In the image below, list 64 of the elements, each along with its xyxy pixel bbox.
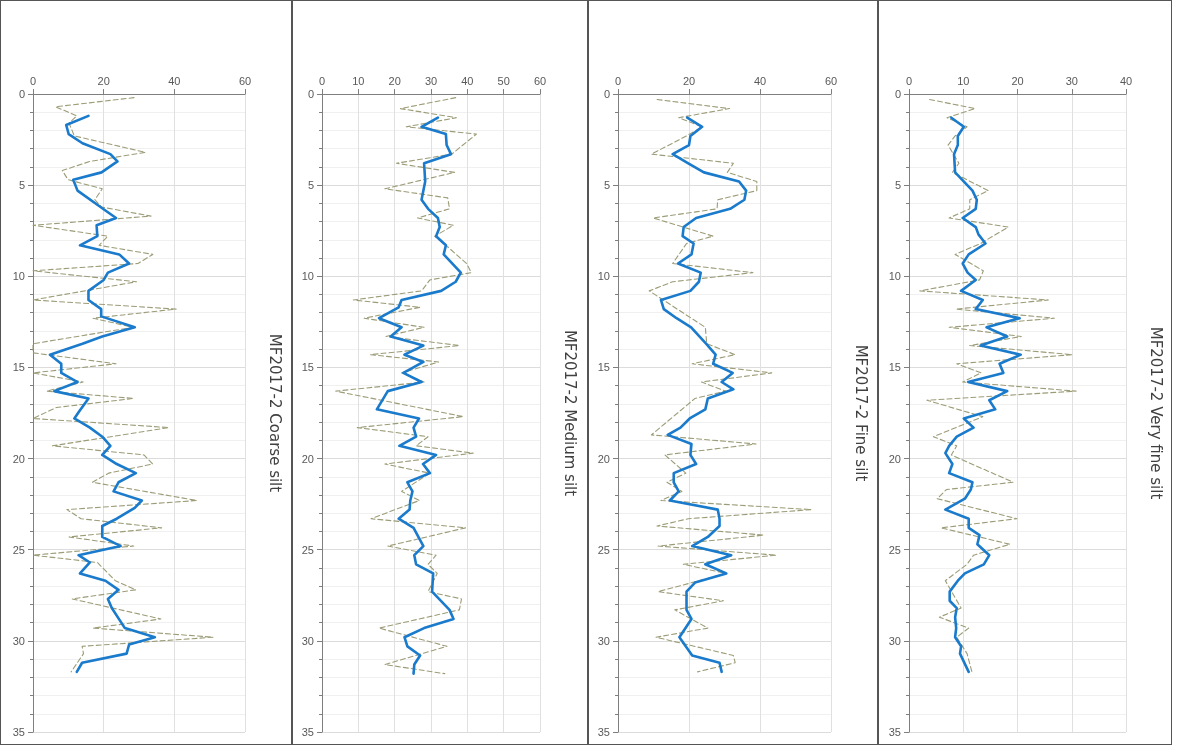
x-tick-label: 0 (29, 74, 37, 87)
x-tick-label: 40 (168, 74, 181, 87)
y-tick-label: 5 (603, 179, 610, 192)
y-tick-label: 0 (18, 88, 25, 100)
y-tick-label: 30 (301, 634, 314, 647)
y-tick-label: 30 (888, 634, 901, 647)
line-series (375, 116, 463, 675)
line-series (32, 97, 214, 673)
x-tick-label: 0 (905, 74, 913, 87)
line-series (659, 116, 748, 674)
x-tick-label: 20 (388, 74, 401, 87)
x-tick-label: 10 (957, 74, 970, 87)
x-tick-label: 0 (614, 74, 622, 87)
x-tick-label: 20 (97, 74, 110, 87)
y-tick-label: 25 (597, 543, 610, 556)
y2-axis-title: MF2017-2 Medium silt (560, 329, 579, 497)
x-tick-label: 60 (238, 74, 252, 87)
y-tick-label: 20 (12, 452, 25, 465)
x-tick-label: 50 (497, 74, 510, 87)
y2-axis-title: MF2017-2 Coarse silt (265, 333, 284, 493)
y-tick-label: 20 (597, 452, 610, 465)
y-tick-label: 10 (888, 270, 901, 283)
y-tick-label: 15 (888, 361, 901, 374)
y-tick-label: 25 (301, 543, 314, 556)
line-series (335, 97, 477, 675)
x-tick-label: 60 (824, 74, 838, 87)
y-tick-label: 0 (307, 88, 314, 100)
y-tick-label: 35 (597, 726, 610, 738)
y-tick-label: 35 (888, 726, 901, 738)
y-tick-label: 25 (12, 543, 25, 556)
line-series (48, 114, 157, 674)
y-tick-label: 35 (12, 726, 25, 738)
line-series (919, 98, 1077, 673)
y-tick-label: 5 (307, 179, 314, 192)
y-tick-label: 35 (301, 726, 314, 738)
x-tick-label: 40 (461, 74, 474, 87)
y2-axis-title: MF2017-2 Fine silt (851, 344, 870, 482)
x-tick-label: 20 (1011, 74, 1024, 87)
x-tick-label: 10 (352, 74, 365, 87)
y-tick-label: 10 (301, 270, 314, 283)
x-tick-label: 30 (1065, 74, 1078, 87)
y-tick-label: 0 (603, 88, 610, 100)
y-tick-label: 15 (597, 361, 610, 374)
y-tick-label: 30 (597, 634, 610, 647)
y-tick-label: 25 (888, 543, 901, 556)
y-tick-label: 0 (894, 88, 901, 100)
x-tick-label: 30 (424, 74, 438, 87)
y-tick-label: 10 (597, 270, 610, 283)
y-tick-label: 5 (18, 179, 25, 192)
x-tick-label: 0 (318, 74, 326, 87)
line-series (648, 98, 813, 673)
x-tick-label: 20 (682, 74, 696, 87)
x-tick-label: 40 (1119, 74, 1133, 87)
y-tick-label: 30 (12, 634, 25, 647)
y-tick-label: 15 (301, 361, 314, 374)
y2-axis-title: MF2017-2 Very fine silt (1146, 326, 1165, 500)
y-tick-label: 20 (301, 452, 314, 465)
line-series (944, 116, 1023, 674)
y-tick-label: 20 (888, 452, 901, 465)
x-tick-label: 40 (753, 74, 767, 87)
y-tick-label: 15 (12, 361, 25, 374)
x-tick-label: 60 (533, 74, 547, 87)
y-tick-label: 10 (12, 270, 25, 283)
y-tick-label: 5 (894, 179, 901, 192)
